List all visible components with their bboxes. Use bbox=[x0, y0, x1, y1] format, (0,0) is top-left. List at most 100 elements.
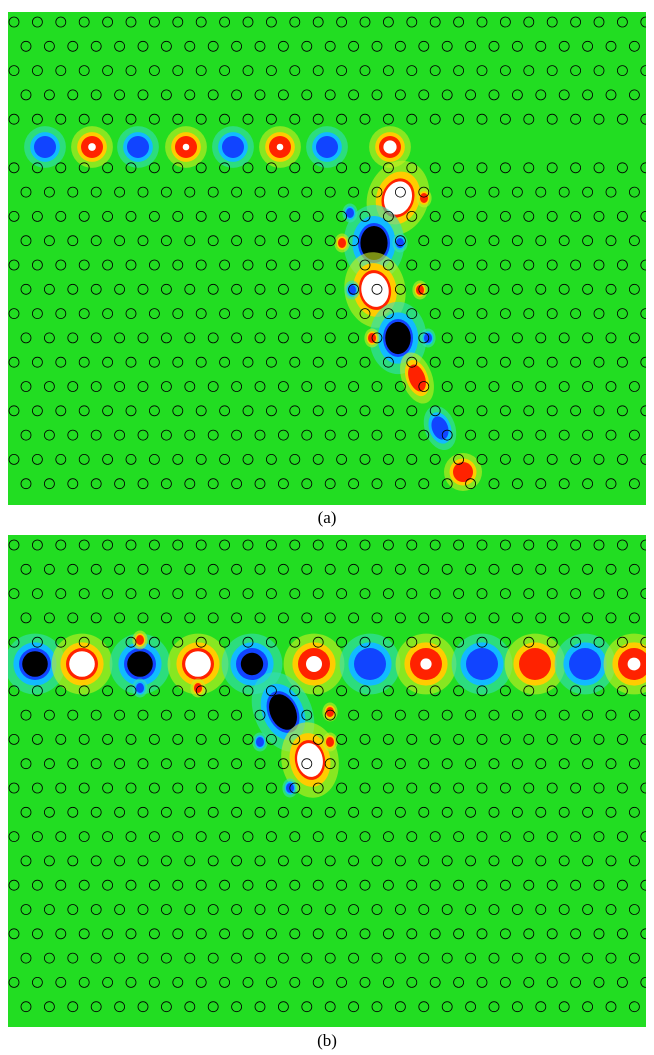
air-hole bbox=[172, 405, 184, 417]
air-hole bbox=[429, 734, 441, 745]
air-hole bbox=[488, 332, 500, 344]
air-hole bbox=[32, 782, 43, 794]
air-hole bbox=[359, 734, 371, 745]
air-hole bbox=[429, 977, 441, 988]
air-hole bbox=[67, 89, 79, 101]
air-hole bbox=[160, 429, 172, 441]
air-hole bbox=[55, 356, 67, 368]
air-hole bbox=[453, 928, 465, 940]
air-hole bbox=[277, 429, 289, 441]
air-hole bbox=[137, 709, 149, 721]
air-hole bbox=[359, 782, 371, 794]
air-hole bbox=[348, 806, 360, 818]
air-hole bbox=[172, 928, 184, 940]
air-hole bbox=[582, 332, 593, 344]
air-hole bbox=[312, 636, 324, 648]
air-hole bbox=[593, 636, 605, 648]
air-hole bbox=[465, 563, 477, 575]
air-hole bbox=[429, 879, 441, 891]
air-hole bbox=[570, 734, 581, 745]
air-hole bbox=[231, 429, 243, 441]
air-hole bbox=[102, 308, 113, 320]
air-hole bbox=[406, 782, 418, 794]
air-hole bbox=[418, 429, 430, 441]
air-hole bbox=[499, 16, 511, 28]
air-hole bbox=[348, 478, 360, 490]
air-hole bbox=[44, 709, 55, 721]
air-hole bbox=[512, 89, 523, 101]
field-core bbox=[69, 651, 95, 677]
air-hole bbox=[67, 1001, 79, 1013]
air-hole bbox=[499, 210, 511, 222]
air-hole bbox=[488, 89, 500, 101]
air-hole bbox=[465, 758, 477, 770]
air-hole bbox=[324, 855, 336, 867]
air-hole bbox=[570, 782, 581, 794]
air-hole bbox=[78, 831, 90, 842]
air-hole bbox=[512, 283, 523, 295]
air-hole bbox=[254, 806, 266, 818]
air-hole bbox=[55, 162, 67, 174]
air-hole bbox=[593, 308, 605, 320]
air-hole bbox=[593, 977, 605, 988]
air-hole bbox=[242, 928, 254, 940]
air-hole bbox=[78, 879, 90, 891]
air-hole bbox=[231, 904, 243, 915]
air-hole bbox=[441, 563, 453, 575]
air-hole bbox=[102, 879, 113, 891]
air-hole bbox=[324, 89, 336, 101]
air-hole bbox=[582, 1001, 593, 1013]
air-hole bbox=[605, 429, 617, 441]
air-hole bbox=[219, 65, 231, 76]
air-hole bbox=[394, 235, 406, 247]
air-hole bbox=[582, 709, 593, 721]
air-hole bbox=[231, 709, 243, 721]
air-hole bbox=[219, 210, 231, 222]
air-hole bbox=[371, 381, 383, 392]
air-hole bbox=[406, 928, 418, 940]
air-hole bbox=[312, 588, 324, 599]
air-hole bbox=[593, 259, 605, 271]
air-hole bbox=[558, 855, 570, 867]
air-hole bbox=[371, 855, 383, 867]
air-hole bbox=[617, 356, 628, 368]
air-hole bbox=[359, 453, 371, 465]
air-hole bbox=[289, 210, 301, 222]
air-hole bbox=[640, 454, 646, 465]
air-hole bbox=[429, 539, 441, 551]
air-hole bbox=[488, 235, 500, 247]
air-hole bbox=[582, 478, 593, 490]
air-hole bbox=[558, 89, 570, 101]
air-hole bbox=[617, 831, 628, 842]
air-hole bbox=[55, 782, 67, 794]
air-hole bbox=[312, 162, 324, 174]
air-hole bbox=[570, 16, 581, 28]
air-hole bbox=[20, 904, 32, 915]
air-hole bbox=[570, 210, 581, 222]
air-hole bbox=[90, 235, 102, 247]
air-hole bbox=[114, 709, 125, 721]
air-hole bbox=[219, 453, 231, 465]
air-hole bbox=[499, 782, 511, 794]
air-hole bbox=[277, 1001, 289, 1013]
air-hole bbox=[558, 235, 570, 247]
air-hole bbox=[371, 186, 383, 198]
air-hole bbox=[617, 453, 628, 465]
air-hole bbox=[102, 636, 113, 648]
air-hole bbox=[629, 283, 640, 295]
air-hole bbox=[44, 478, 55, 490]
air-hole bbox=[546, 308, 558, 320]
air-hole bbox=[172, 16, 184, 28]
field-core bbox=[22, 651, 48, 677]
air-hole bbox=[32, 308, 43, 320]
air-hole bbox=[382, 308, 394, 320]
air-hole bbox=[32, 65, 43, 76]
air-hole bbox=[277, 283, 289, 295]
field-lobe bbox=[127, 136, 149, 158]
air-hole bbox=[324, 40, 336, 52]
air-hole bbox=[148, 453, 160, 465]
air-hole bbox=[265, 539, 277, 551]
air-hole bbox=[382, 113, 394, 125]
air-hole bbox=[125, 405, 137, 417]
air-hole bbox=[148, 539, 160, 551]
